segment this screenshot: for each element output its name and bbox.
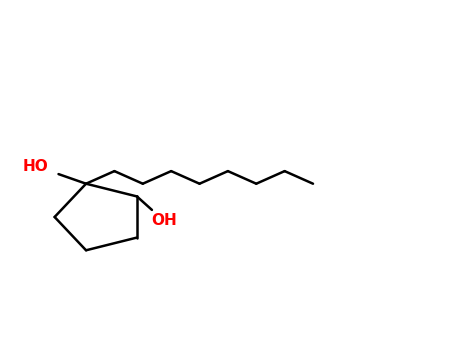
- Text: HO: HO: [23, 159, 49, 174]
- Text: OH: OH: [152, 214, 177, 229]
